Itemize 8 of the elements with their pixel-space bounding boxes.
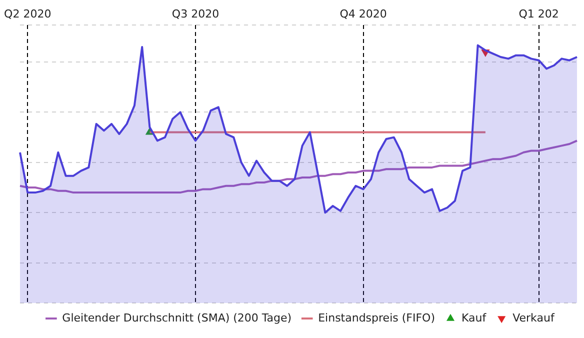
x-tick-label: Q4 2020 bbox=[340, 7, 387, 20]
x-tick-label: Q1 202 bbox=[518, 7, 559, 20]
legend-label: Gleitender Durchschnitt (SMA) (200 Tage) bbox=[62, 311, 292, 324]
x-tick-label: Q2 2020 bbox=[4, 7, 52, 20]
legend-label: Einstandspreis (FIFO) bbox=[318, 311, 435, 324]
x-tick-label: Q3 2020 bbox=[172, 7, 220, 20]
legend-label: Kauf bbox=[461, 311, 488, 324]
legend-label: Verkauf bbox=[512, 311, 556, 324]
